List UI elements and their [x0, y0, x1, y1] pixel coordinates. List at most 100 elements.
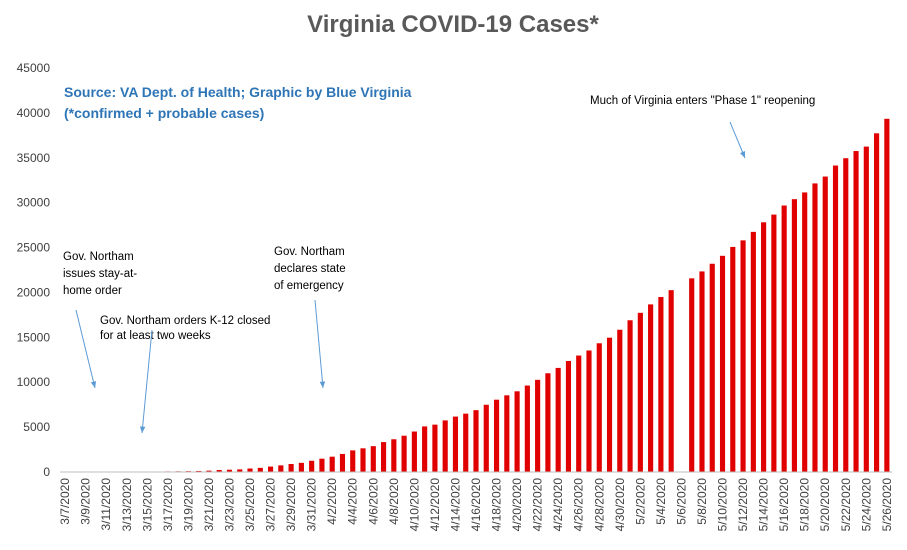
bar [391, 439, 397, 472]
x-tick-label: 5/26/2020 [880, 478, 894, 532]
bar [493, 399, 500, 472]
bar [791, 199, 797, 472]
bar [617, 329, 623, 472]
bar [401, 435, 407, 472]
x-tick-label: 5/10/2020 [716, 478, 730, 532]
bar [432, 424, 438, 472]
bar [802, 192, 808, 472]
bar [565, 360, 572, 472]
bar [637, 312, 643, 472]
y-tick-label: 20000 [17, 285, 51, 299]
bar [257, 467, 263, 472]
chart-title: Virginia COVID-19 Cases* [307, 11, 599, 38]
source-note: Source: VA Dept. of Health; Graphic by B… [64, 84, 412, 100]
x-tick-label: 3/19/2020 [181, 478, 195, 532]
bar [648, 304, 654, 472]
bar [586, 350, 592, 472]
x-tick-label: 3/23/2020 [222, 478, 236, 532]
x-axis: 3/7/2020 3/9/2020 3/11/2020 3/13/2020 3/15/2… [58, 478, 894, 532]
bar [658, 297, 664, 472]
x-tick-label: 5/6/2020 [674, 478, 688, 525]
bar [555, 367, 561, 472]
bar [874, 133, 880, 473]
x-tick-label: 4/22/2020 [531, 478, 545, 532]
bar [226, 469, 233, 472]
bar [535, 379, 541, 472]
annotation-arrow [141, 329, 153, 434]
bar [832, 165, 839, 472]
bar [278, 465, 284, 472]
bar [329, 456, 335, 472]
bar [473, 410, 479, 472]
bar [606, 337, 613, 472]
bar [699, 271, 705, 472]
x-tick-label: 4/12/2020 [428, 478, 442, 532]
bar [843, 158, 849, 473]
y-tick-label: 45000 [17, 61, 51, 75]
x-tick-label: 3/21/2020 [202, 478, 216, 532]
bar [730, 246, 736, 472]
x-tick-label: 4/2/2020 [325, 478, 339, 525]
bar [576, 355, 582, 472]
annotation-k12-closed: for at least two weeks [100, 330, 211, 342]
annotation-arrow [75, 309, 96, 389]
x-tick-label: 3/17/2020 [161, 478, 175, 532]
bar [812, 183, 818, 472]
x-tick-label: 5/16/2020 [777, 478, 791, 532]
x-tick-label: 4/16/2020 [469, 478, 483, 532]
bar [247, 468, 253, 472]
x-tick-label: 5/18/2020 [798, 478, 812, 532]
x-tick-label: 5/24/2020 [859, 478, 873, 532]
x-tick-label: 5/12/2020 [736, 478, 750, 532]
bar [237, 469, 243, 472]
x-tick-label: 4/20/2020 [510, 478, 524, 532]
x-tick-label: 3/27/2020 [264, 478, 278, 532]
bar [206, 470, 212, 472]
bar [524, 385, 530, 472]
bar [719, 255, 726, 472]
x-tick-label: 4/18/2020 [490, 478, 504, 532]
bar [627, 320, 633, 472]
x-tick-label: 5/8/2020 [695, 478, 709, 525]
y-axis: 0 5000 10000 15000 20000 25000 30000 35000 40000… [17, 61, 51, 479]
bar [853, 151, 859, 473]
x-tick-label: 3/13/2020 [120, 478, 134, 532]
y-tick-label: 10000 [17, 375, 51, 389]
annotation-stay-at-home: issues stay-at- [63, 268, 137, 280]
bar [411, 431, 417, 472]
bar [288, 464, 294, 472]
y-tick-label: 0 [43, 465, 50, 479]
annotation-arrow [314, 299, 324, 389]
annotation-stay-at-home: Gov. Northam [63, 251, 134, 263]
y-tick-label: 25000 [17, 241, 51, 255]
annotation-k12-closed: Gov. Northam orders K-12 closed [100, 315, 270, 327]
x-tick-label: 4/28/2020 [592, 478, 606, 532]
bar [196, 470, 202, 472]
annotation-arrowhead [740, 151, 746, 158]
bar [380, 442, 387, 472]
y-tick-label: 5000 [23, 420, 50, 434]
bar [350, 450, 356, 472]
bar [822, 176, 828, 472]
x-tick-label: 5/14/2020 [757, 478, 771, 532]
y-tick-label: 30000 [17, 196, 51, 210]
bar [422, 426, 428, 472]
bar [545, 373, 551, 472]
y-tick-label: 15000 [17, 330, 51, 344]
annotation-arrow [729, 121, 746, 159]
bar [442, 420, 448, 472]
x-tick-label: 3/9/2020 [79, 478, 93, 525]
bar [668, 290, 674, 472]
bar [319, 458, 325, 472]
bar [268, 466, 274, 472]
bar [689, 278, 695, 472]
bar [370, 446, 376, 472]
x-tick-label: 5/20/2020 [818, 478, 832, 532]
x-tick-label: 4/14/2020 [448, 478, 462, 532]
bar [360, 448, 366, 472]
source-note-2: (*confirmed + probable cases) [64, 105, 264, 121]
annotation-arrowhead [319, 381, 326, 388]
x-tick-label: 3/29/2020 [284, 478, 298, 532]
x-tick-label: 4/24/2020 [551, 478, 565, 532]
